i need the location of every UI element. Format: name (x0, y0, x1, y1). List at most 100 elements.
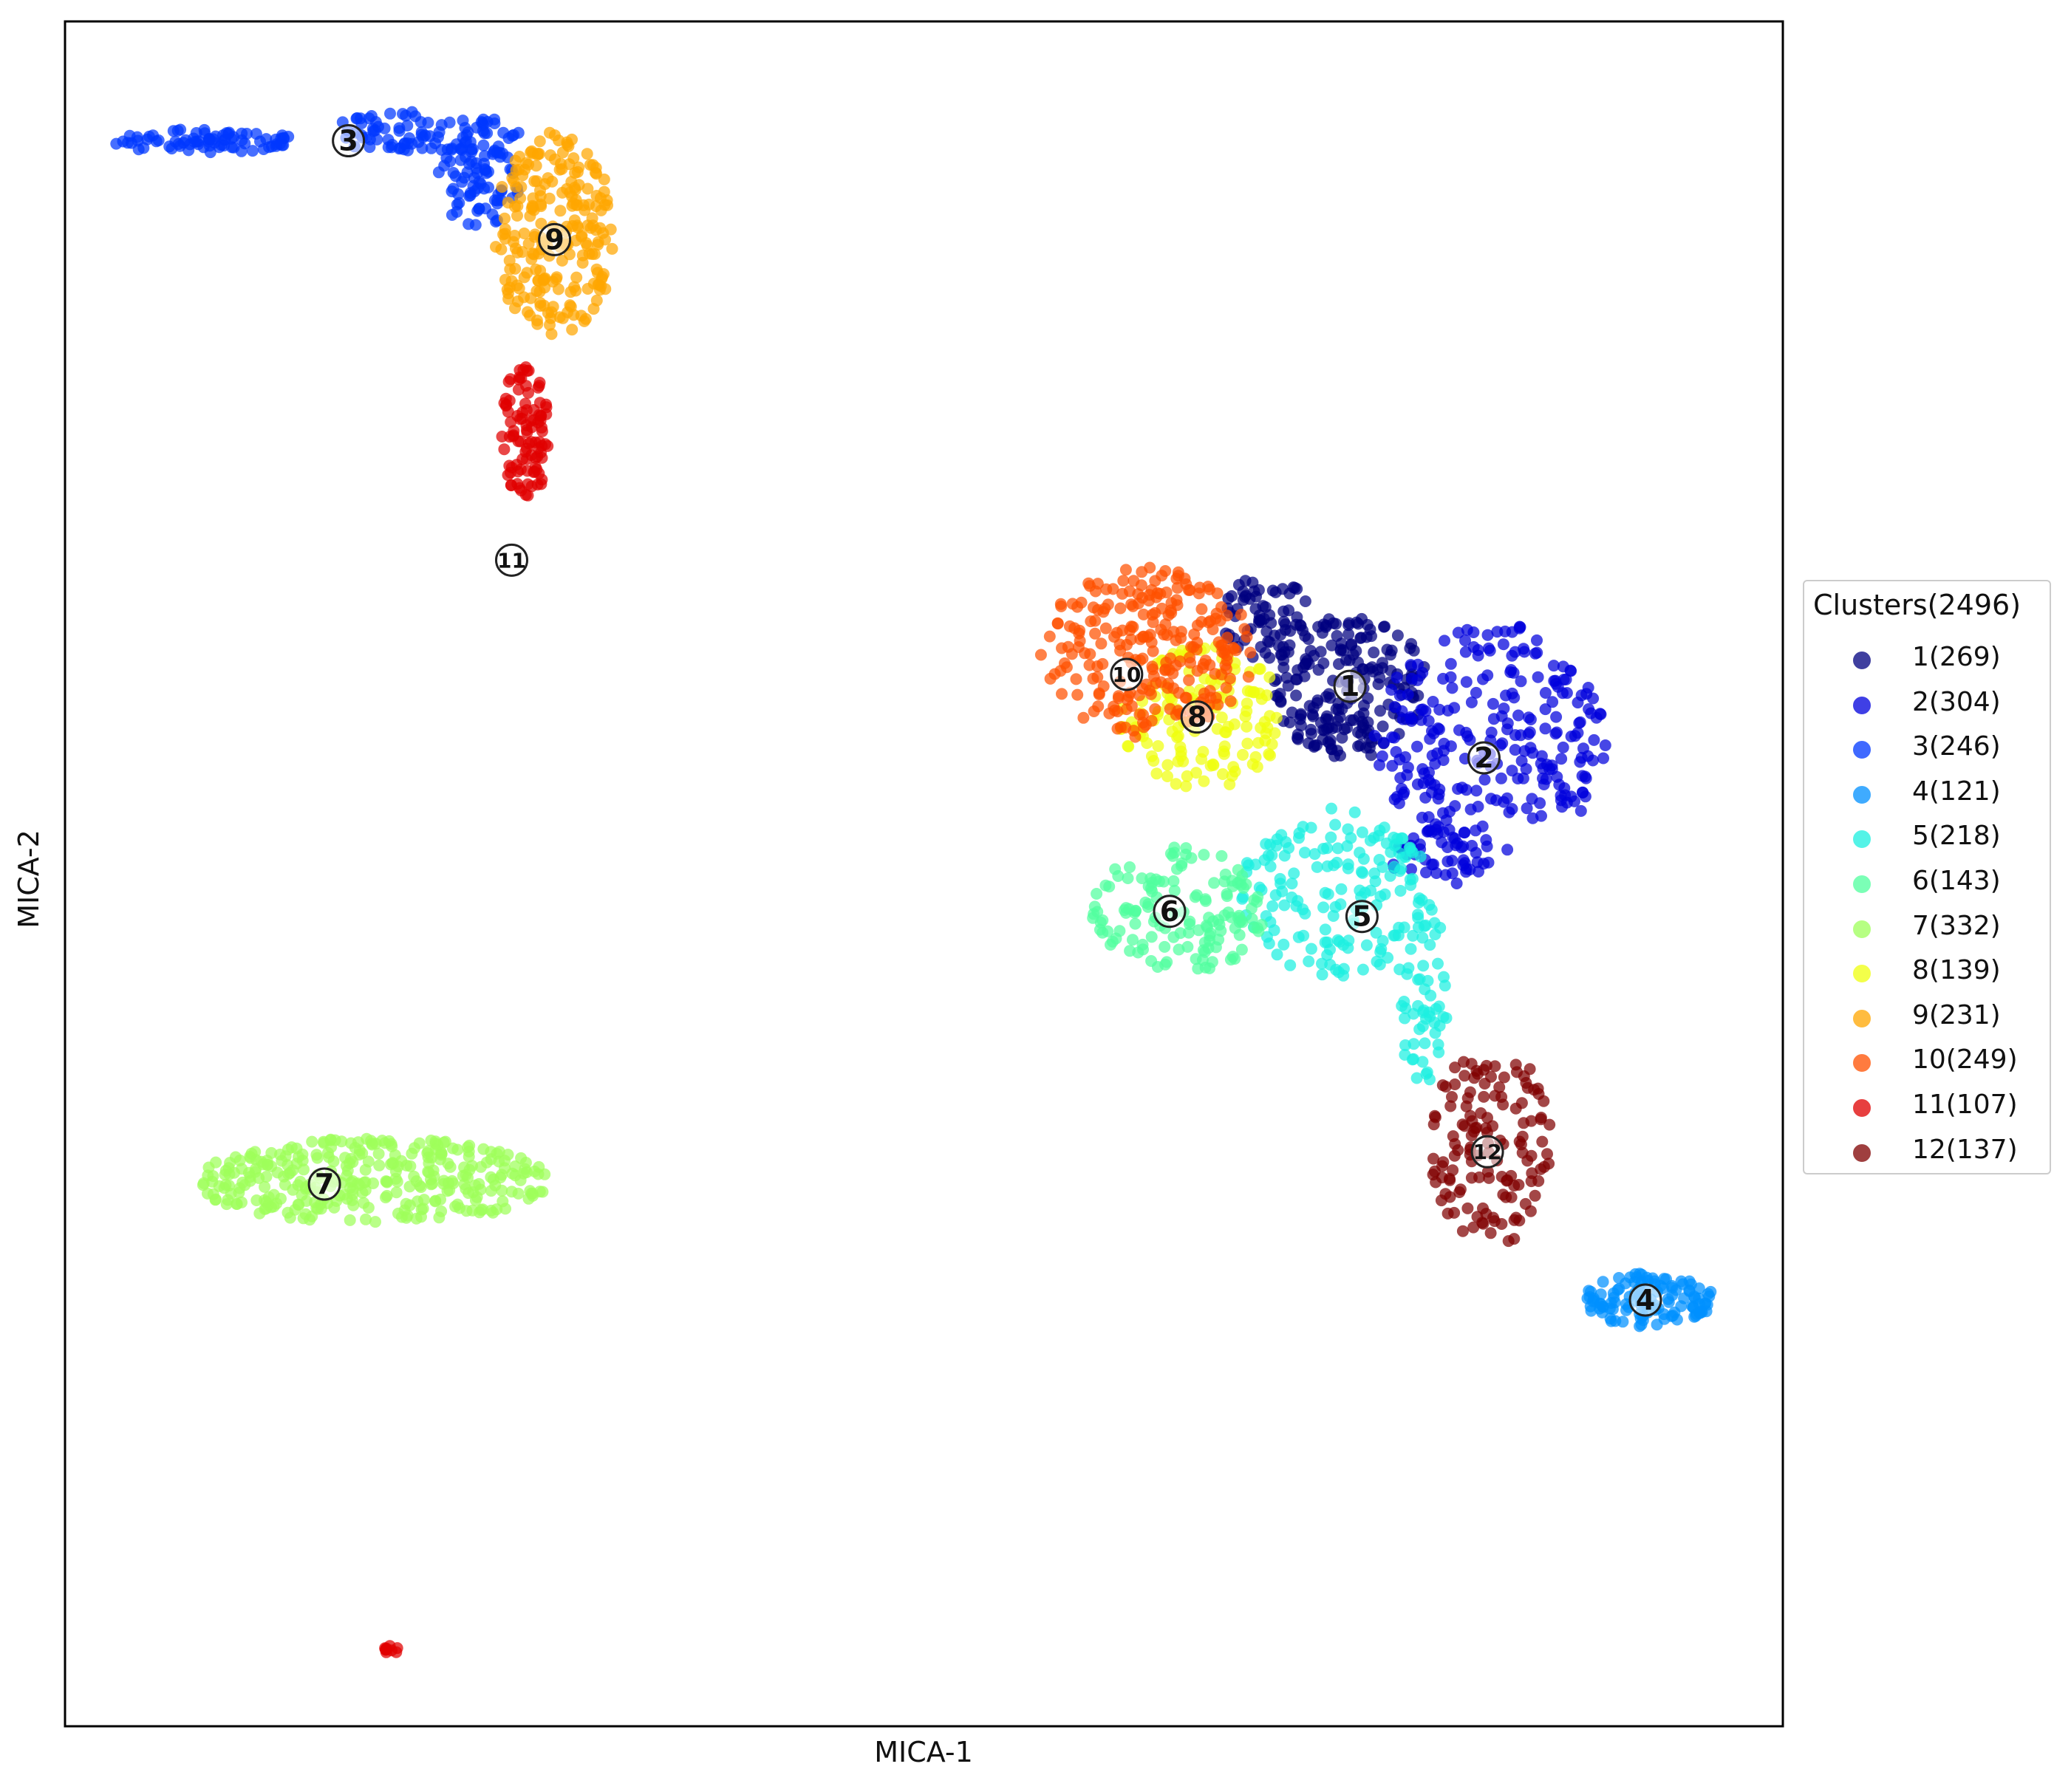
point-cluster-6 (1208, 877, 1221, 889)
point-cluster-1 (1299, 658, 1311, 671)
point-cluster-3 (254, 135, 266, 148)
point-cluster-12 (1524, 1205, 1537, 1217)
point-cluster-3 (147, 129, 159, 142)
point-cluster-3 (446, 185, 458, 198)
point-cluster-1 (1368, 646, 1380, 659)
point-cluster-2 (1495, 772, 1507, 784)
point-cluster-8 (1251, 761, 1263, 773)
point-cluster-8 (1215, 711, 1228, 724)
point-cluster-10 (1244, 646, 1257, 659)
legend-item: 5(218) (1804, 816, 2050, 861)
point-cluster-12 (1481, 1166, 1494, 1178)
point-cluster-7 (321, 1146, 334, 1159)
cluster-label-circle (1110, 657, 1144, 691)
point-cluster-8 (1247, 686, 1260, 699)
point-cluster-9 (499, 212, 511, 225)
point-cluster-2 (1432, 821, 1444, 833)
point-cluster-2 (1537, 772, 1549, 784)
point-cluster-7 (279, 1150, 292, 1163)
point-cluster-12 (1497, 1189, 1509, 1201)
point-cluster-12 (1454, 1183, 1467, 1196)
point-cluster-9 (581, 239, 593, 252)
point-cluster-3 (449, 170, 462, 182)
point-cluster-5 (1432, 1039, 1444, 1051)
point-cluster-7 (403, 1180, 416, 1193)
point-cluster-10 (1132, 598, 1144, 609)
point-cluster-2 (1451, 837, 1464, 849)
point-cluster-10 (1191, 665, 1204, 677)
legend-item: 10(249) (1804, 1040, 2050, 1085)
point-cluster-2 (1526, 812, 1539, 824)
point-cluster-8 (1253, 663, 1265, 675)
point-cluster-7 (228, 1166, 240, 1179)
point-cluster-11 (380, 1642, 392, 1655)
point-cluster-6 (1193, 924, 1205, 937)
point-cluster-1 (1347, 714, 1359, 726)
point-cluster-2 (1444, 657, 1457, 670)
point-cluster-9 (583, 198, 596, 211)
point-cluster-8 (1122, 739, 1134, 752)
cluster-label-text: 6 (1160, 895, 1179, 928)
point-cluster-10 (1171, 581, 1184, 594)
point-cluster-4 (1620, 1277, 1632, 1290)
point-cluster-6 (1233, 916, 1246, 929)
point-cluster-3 (477, 139, 490, 151)
point-cluster-8 (1174, 741, 1187, 753)
point-cluster-5 (1382, 951, 1394, 964)
point-cluster-5 (1333, 966, 1345, 979)
point-cluster-7 (485, 1146, 497, 1158)
point-cluster-9 (584, 159, 596, 171)
y-axis-label: MICA-2 (13, 830, 45, 929)
point-cluster-10 (1242, 671, 1255, 683)
point-cluster-2 (1405, 711, 1417, 723)
point-cluster-7 (356, 1186, 369, 1199)
point-cluster-1 (1376, 720, 1389, 733)
point-cluster-7 (275, 1192, 287, 1205)
point-cluster-3 (477, 117, 489, 129)
point-cluster-3 (451, 205, 463, 218)
point-cluster-5 (1321, 842, 1334, 855)
point-cluster-1 (1259, 646, 1272, 659)
cluster-label-text: 9 (545, 223, 564, 256)
point-cluster-9 (576, 249, 589, 261)
point-cluster-2 (1464, 863, 1476, 876)
point-cluster-2 (1433, 703, 1446, 716)
point-cluster-7 (265, 1160, 278, 1172)
point-cluster-10 (1184, 657, 1196, 669)
point-cluster-2 (1532, 671, 1544, 683)
point-cluster-8 (1263, 671, 1276, 683)
legend-marker (1853, 652, 1871, 669)
point-cluster-6 (1105, 939, 1116, 951)
point-cluster-3 (401, 120, 414, 131)
point-cluster-6 (1252, 891, 1264, 903)
point-cluster-12 (1495, 1218, 1508, 1230)
point-cluster-5 (1438, 971, 1450, 983)
point-cluster-5 (1395, 863, 1408, 875)
point-cluster-6 (1204, 929, 1216, 942)
point-cluster-9 (545, 149, 556, 162)
point-cluster-10 (1095, 637, 1108, 650)
point-cluster-12 (1535, 1112, 1547, 1124)
point-cluster-7 (287, 1183, 299, 1196)
point-cluster-2 (1446, 867, 1458, 880)
point-cluster-2 (1405, 863, 1417, 875)
point-cluster-3 (209, 130, 222, 143)
point-cluster-1 (1292, 732, 1303, 744)
cluster-label-text: 11 (497, 548, 526, 572)
point-cluster-5 (1402, 962, 1415, 974)
point-cluster-12 (1467, 1221, 1480, 1234)
point-cluster-2 (1427, 727, 1440, 739)
point-cluster-5 (1342, 862, 1354, 875)
point-cluster-5 (1322, 888, 1334, 900)
point-cluster-7 (231, 1197, 243, 1210)
point-cluster-5 (1299, 907, 1311, 920)
legend-marker (1853, 830, 1871, 849)
point-cluster-12 (1461, 1202, 1474, 1214)
point-cluster-5 (1410, 1072, 1423, 1084)
point-cluster-5 (1360, 939, 1373, 951)
point-cluster-2 (1572, 697, 1584, 709)
point-cluster-12 (1444, 1191, 1456, 1203)
point-cluster-1 (1372, 678, 1385, 691)
point-cluster-9 (511, 210, 523, 222)
point-cluster-2 (1546, 759, 1558, 772)
